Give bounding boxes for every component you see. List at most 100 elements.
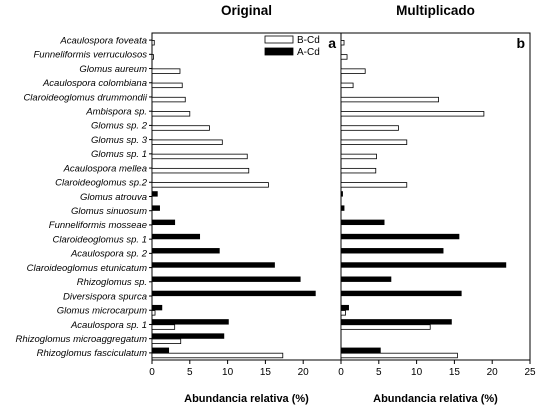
panel-title: Original (221, 3, 272, 18)
category-label: Acaulospora sp. 1 (70, 320, 147, 331)
bar-b-cd (340, 139, 408, 145)
bar-b-cd (151, 82, 183, 89)
bar-b-cd (151, 352, 284, 359)
category-label: Acaulospora sp. 2 (70, 249, 148, 260)
bar-a-cd (151, 191, 158, 197)
bar-a-cd (340, 191, 343, 197)
bar-a-cd (151, 304, 163, 311)
category-label: Claroideoglomus sp.2 (55, 178, 148, 189)
panel-title: Multiplicado (396, 3, 475, 18)
bar-a-cd (151, 233, 201, 240)
x-tick-label: 10 (222, 367, 234, 378)
bar-b-cd (340, 324, 431, 330)
x-tick-label: 5 (187, 367, 193, 378)
bar-b-cd (340, 352, 458, 359)
category-label: Glomus sp. 3 (91, 135, 148, 146)
bar-a-cd (340, 276, 392, 282)
bar-b-cd (340, 40, 345, 46)
x-tick-label: 15 (260, 367, 272, 378)
category-label: Glomus aureum (79, 64, 147, 75)
x-tick-label: 5 (376, 367, 382, 378)
panel-multiplicado: Multiplicado b 0 5 10 15 20 25 Abundancia relati… (338, 3, 536, 405)
bar-b-cd (340, 54, 348, 60)
panel-original: Original a 0 5 10 15 20 Abundancia relativa (%)… (16, 3, 342, 405)
category-label: Rhizoglomus microaggregatum (16, 334, 148, 345)
bar-b-cd (340, 182, 408, 188)
bar-a-cd (151, 347, 170, 353)
category-label: Rhizoglomus sp. (77, 277, 147, 288)
legend-swatch (264, 47, 294, 56)
category-label: Glomus microcarpum (57, 306, 147, 317)
category-label: Glomus sp. 2 (91, 121, 148, 132)
bar-a-cd (151, 219, 176, 226)
bar-a-cd (151, 319, 229, 325)
bar-b-cd (151, 139, 223, 145)
bar-a-cd (340, 205, 345, 211)
bar-b-cd (151, 96, 186, 103)
plot-frame (151, 32, 342, 361)
bar-a-cd (151, 333, 225, 339)
bar-a-cd (340, 262, 507, 268)
bar-a-cd (340, 347, 381, 353)
bar-b-cd (151, 153, 248, 160)
category-label: Glomus atrouva (80, 192, 147, 203)
x-tick-label: 20 (487, 367, 499, 378)
bar-b-cd (151, 182, 269, 188)
x-tick-label: 15 (449, 367, 461, 378)
bar-a-cd (151, 262, 275, 268)
bar-b-cd (151, 324, 176, 330)
bar-b-cd (340, 111, 485, 117)
bar-b-cd (151, 167, 250, 174)
bar-b-cd (151, 54, 154, 60)
category-label: Acaulospora mellea (63, 163, 147, 174)
bar-b-cd (151, 310, 156, 316)
category-label: Ambispora sp. (85, 106, 147, 117)
legend-label: A-Cd (297, 47, 320, 58)
category-label: Acaulospora foveata (59, 35, 147, 46)
bar-a-cd (340, 233, 460, 240)
bar-a-cd (151, 205, 160, 211)
bar-b-cd (340, 153, 377, 160)
category-label: Funneliformis verruculosos (33, 50, 147, 61)
x-tick-label: 20 (298, 367, 310, 378)
category-label: Acaulospora colombiana (42, 78, 147, 89)
bar-b-cd (340, 167, 377, 174)
panel-letter: a (328, 35, 336, 51)
bar-b-cd (151, 338, 182, 344)
bar-a-cd (340, 319, 452, 325)
category-label: Glomus sp. 1 (91, 149, 147, 160)
category-label: Glomus sinuosum (71, 206, 147, 217)
category-label: Diversispora spurca (63, 291, 147, 302)
bar-a-cd (151, 248, 220, 254)
bar-b-cd (340, 96, 439, 103)
bar-b-cd (151, 125, 210, 131)
category-label: Funneliformis mosseae (49, 220, 147, 231)
bar-a-cd (151, 290, 316, 297)
bar-a-cd (340, 304, 349, 311)
x-axis-label: Abundancia relativa (%) (373, 393, 498, 405)
legend: B-CdA-Cd (264, 35, 320, 58)
bar-b-cd (340, 68, 366, 74)
bar-b-cd (151, 68, 181, 74)
plot-frame (340, 32, 531, 361)
panel-letter: b (516, 35, 525, 51)
bar-b-cd (151, 40, 155, 46)
bar-b-cd (340, 310, 346, 316)
bar-a-cd (340, 290, 462, 297)
bar-a-cd (340, 219, 385, 226)
x-tick-label: 10 (411, 367, 423, 378)
legend-label: B-Cd (297, 35, 320, 46)
x-tick-label: 0 (149, 367, 155, 378)
x-tick-label: 0 (338, 367, 344, 378)
bar-b-cd (151, 111, 191, 117)
legend-swatch (264, 35, 294, 44)
bar-b-cd (340, 125, 399, 131)
bar-b-cd (340, 82, 354, 89)
bar-a-cd (151, 276, 301, 282)
category-label: Claroideoglomus sp. 1 (52, 234, 147, 245)
category-label: Claroideoglomus drummondii (23, 92, 147, 103)
x-axis-label: Abundancia relativa (%) (184, 393, 309, 405)
category-label: Rhizoglomus fasciculatum (37, 348, 147, 359)
bar-a-cd (340, 248, 444, 254)
